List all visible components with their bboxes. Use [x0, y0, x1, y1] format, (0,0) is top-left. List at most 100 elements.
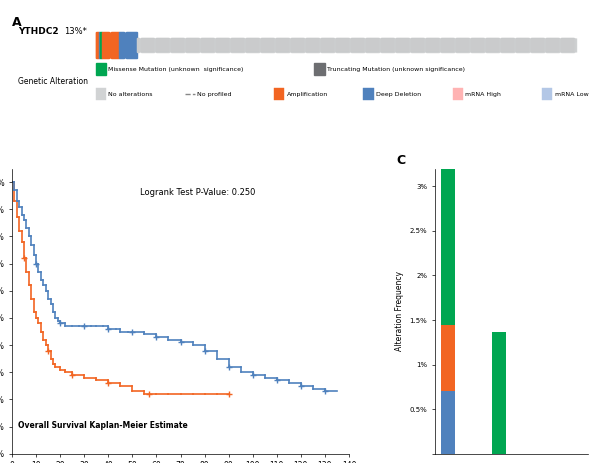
- Bar: [151, 38, 152, 52]
- Bar: [545, 38, 547, 52]
- Bar: [487, 38, 488, 52]
- Bar: [474, 38, 475, 52]
- Bar: [436, 38, 437, 52]
- Bar: [391, 38, 392, 52]
- Bar: [500, 38, 502, 52]
- Bar: [310, 38, 311, 52]
- Bar: [144, 38, 145, 52]
- Bar: [271, 38, 272, 52]
- Bar: [305, 38, 307, 52]
- Bar: [418, 38, 419, 52]
- Bar: [420, 38, 421, 52]
- Bar: [335, 38, 337, 52]
- Bar: [510, 38, 511, 52]
- Bar: [508, 38, 509, 52]
- Bar: [316, 38, 317, 52]
- Bar: [280, 38, 281, 52]
- Bar: [148, 38, 149, 52]
- Bar: [571, 38, 572, 52]
- Bar: [369, 38, 370, 52]
- Bar: [378, 38, 379, 52]
- Bar: [496, 38, 497, 52]
- Text: No alterations: No alterations: [108, 92, 152, 97]
- Bar: [187, 38, 188, 52]
- Bar: [300, 38, 301, 52]
- Bar: [374, 38, 375, 52]
- Bar: [401, 38, 402, 52]
- Bar: [178, 38, 179, 52]
- Bar: [479, 38, 480, 52]
- Bar: [164, 38, 165, 52]
- Bar: [378, 38, 379, 52]
- Bar: [536, 38, 537, 52]
- Bar: [311, 38, 312, 52]
- Bar: [575, 38, 577, 52]
- Bar: [466, 38, 467, 52]
- Text: Deep Deletion: Deep Deletion: [376, 92, 421, 97]
- Bar: [435, 38, 436, 52]
- Bar: [234, 38, 235, 52]
- Bar: [370, 38, 371, 52]
- Bar: [180, 38, 181, 52]
- Bar: [207, 38, 208, 52]
- Bar: [575, 38, 577, 52]
- Bar: [481, 38, 482, 52]
- Bar: [309, 38, 310, 52]
- Bar: [145, 38, 146, 52]
- Bar: [415, 38, 416, 52]
- Bar: [430, 38, 431, 52]
- Bar: [492, 38, 493, 52]
- Bar: [353, 38, 354, 52]
- Bar: [473, 38, 474, 52]
- Bar: [503, 38, 504, 52]
- Bar: [315, 38, 316, 52]
- Bar: [224, 38, 225, 52]
- Bar: [431, 38, 432, 52]
- Bar: [508, 38, 509, 52]
- Bar: [308, 38, 309, 52]
- Text: YTHDC2: YTHDC2: [18, 27, 58, 36]
- Bar: [236, 38, 237, 52]
- Bar: [277, 38, 278, 52]
- Bar: [262, 38, 263, 52]
- Bar: [299, 38, 300, 52]
- Bar: [528, 38, 529, 52]
- Bar: [260, 38, 262, 52]
- Bar: [460, 38, 461, 52]
- Bar: [172, 38, 173, 52]
- Bar: [95, 32, 97, 58]
- Bar: [300, 38, 301, 52]
- Bar: [239, 38, 240, 52]
- Bar: [488, 38, 489, 52]
- Bar: [262, 38, 263, 52]
- Bar: [313, 38, 314, 52]
- Bar: [535, 38, 536, 52]
- Bar: [221, 38, 222, 52]
- Bar: [293, 38, 294, 52]
- Bar: [150, 38, 151, 52]
- Bar: [150, 38, 151, 52]
- Bar: [233, 38, 234, 52]
- Bar: [545, 38, 547, 52]
- Bar: [203, 38, 204, 52]
- Bar: [236, 38, 237, 52]
- Bar: [251, 38, 252, 52]
- Bar: [217, 38, 218, 52]
- Bar: [352, 38, 353, 52]
- Bar: [298, 38, 299, 52]
- Bar: [230, 38, 232, 52]
- Bar: [495, 38, 496, 52]
- Bar: [98, 32, 99, 58]
- Bar: [157, 38, 158, 52]
- Bar: [318, 38, 319, 52]
- Bar: [295, 38, 296, 52]
- Bar: [461, 38, 462, 52]
- Bar: [324, 38, 325, 52]
- Bar: [288, 38, 289, 52]
- Bar: [163, 38, 164, 52]
- Bar: [352, 38, 353, 52]
- Bar: [263, 38, 264, 52]
- Bar: [237, 38, 238, 52]
- Bar: [158, 38, 159, 52]
- Bar: [299, 38, 300, 52]
